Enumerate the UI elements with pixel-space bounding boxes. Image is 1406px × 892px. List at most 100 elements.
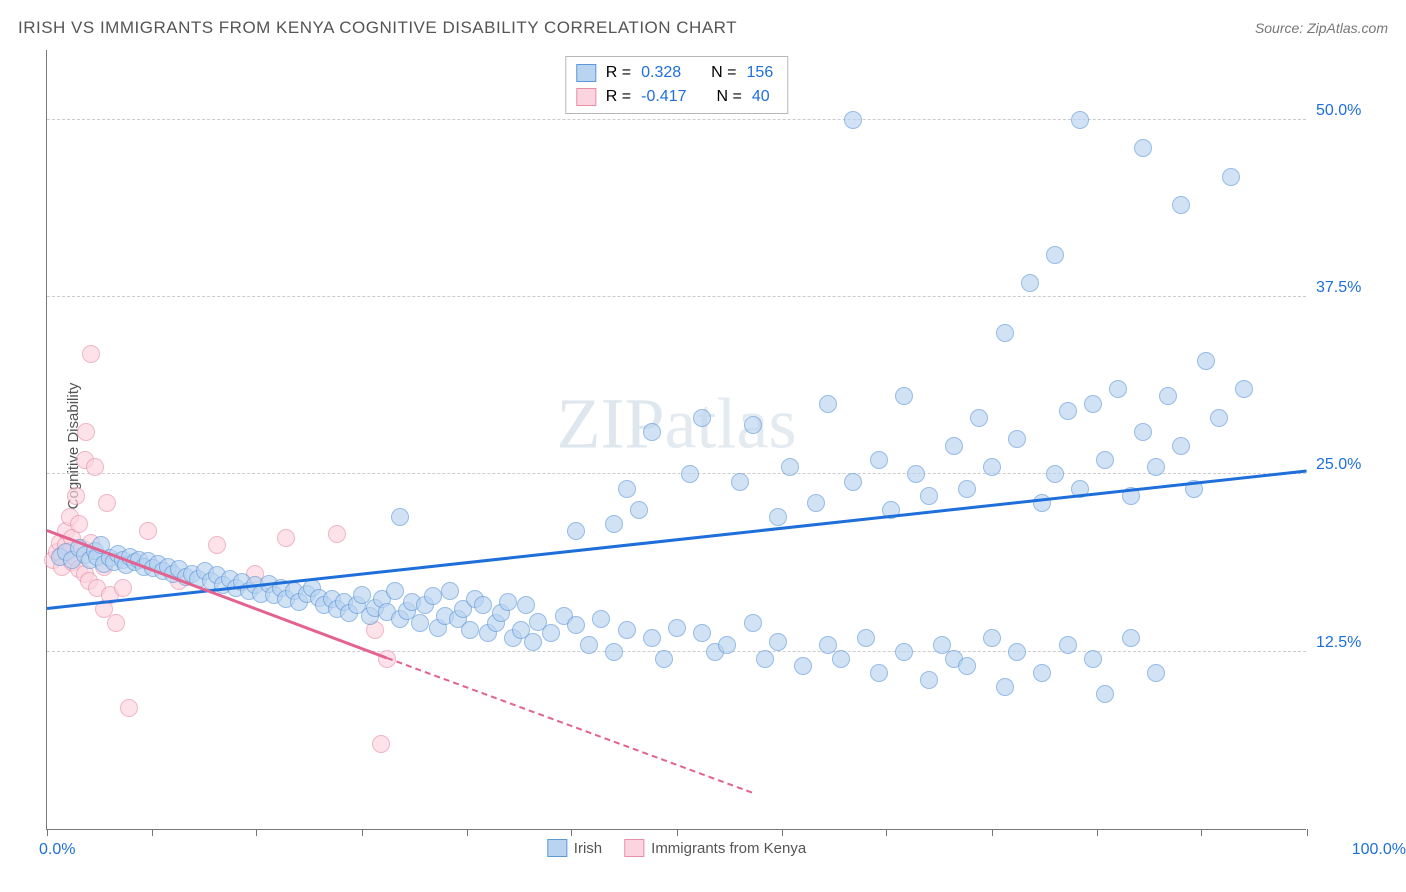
point-irish [693, 409, 711, 427]
legend-item-kenya: Immigrants from Kenya [624, 839, 806, 857]
source-credit: Source: ZipAtlas.com [1255, 20, 1388, 36]
swatch-pink [576, 88, 596, 106]
y-tick-label: 50.0% [1316, 102, 1396, 120]
x-tick [886, 829, 887, 836]
point-irish [1159, 387, 1177, 405]
point-irish [1172, 437, 1190, 455]
point-irish [693, 624, 711, 642]
point-kenya [139, 522, 157, 540]
point-irish [668, 619, 686, 637]
point-irish [517, 596, 535, 614]
point-kenya [107, 614, 125, 632]
gridline: 12.5% [47, 651, 1306, 652]
point-kenya [114, 579, 132, 597]
point-irish [618, 621, 636, 639]
point-irish [1059, 402, 1077, 420]
point-irish [970, 409, 988, 427]
x-tick [571, 829, 572, 836]
point-irish [630, 501, 648, 519]
gridline: 37.5% [47, 296, 1306, 297]
point-irish [731, 473, 749, 491]
swatch-pink [624, 839, 644, 857]
point-kenya [77, 423, 95, 441]
x-tick [47, 829, 48, 836]
point-irish [958, 480, 976, 498]
point-irish [1084, 650, 1102, 668]
point-irish [907, 465, 925, 483]
r-value-irish: 0.328 [641, 61, 681, 85]
point-irish [1147, 664, 1165, 682]
stats-row-irish: R = 0.328 N = 156 [576, 61, 773, 85]
point-irish [542, 624, 560, 642]
x-axis-min-label: 0.0% [39, 841, 75, 859]
correlation-stats-box: R = 0.328 N = 156 R = -0.417 N = 40 [565, 56, 788, 114]
point-irish [718, 636, 736, 654]
scatter-plot-area: ZIPatlas R = 0.328 N = 156 R = -0.417 N … [46, 50, 1306, 830]
point-irish [441, 582, 459, 600]
point-irish [499, 593, 517, 611]
point-irish [643, 629, 661, 647]
point-irish [832, 650, 850, 668]
point-kenya [86, 458, 104, 476]
point-irish [567, 616, 585, 634]
point-irish [794, 657, 812, 675]
point-irish [386, 582, 404, 600]
point-irish [643, 423, 661, 441]
point-irish [1134, 139, 1152, 157]
legend-item-irish: Irish [547, 839, 602, 857]
x-axis-max-label: 100.0% [1352, 841, 1406, 859]
point-irish [983, 458, 1001, 476]
point-irish [819, 395, 837, 413]
x-tick [152, 829, 153, 836]
point-irish [1021, 274, 1039, 292]
point-irish [1210, 409, 1228, 427]
point-irish [1008, 430, 1026, 448]
swatch-blue [547, 839, 567, 857]
x-tick [467, 829, 468, 836]
y-tick-label: 37.5% [1316, 279, 1396, 297]
point-irish [592, 610, 610, 628]
x-tick [1307, 829, 1308, 836]
point-irish [807, 494, 825, 512]
stats-row-kenya: R = -0.417 N = 40 [576, 85, 773, 109]
y-tick-label: 12.5% [1316, 634, 1396, 652]
point-irish [1109, 380, 1127, 398]
trendline-kenya-extrapolated [387, 657, 753, 794]
point-irish [958, 657, 976, 675]
x-tick [782, 829, 783, 836]
point-irish [781, 458, 799, 476]
x-tick [1097, 829, 1098, 836]
point-irish [1222, 168, 1240, 186]
point-irish [1059, 636, 1077, 654]
point-kenya [98, 494, 116, 512]
point-irish [1071, 111, 1089, 129]
point-irish [1033, 664, 1051, 682]
point-irish [844, 473, 862, 491]
point-irish [920, 671, 938, 689]
point-irish [681, 465, 699, 483]
point-irish [580, 636, 598, 654]
point-irish [1134, 423, 1152, 441]
point-irish [1096, 451, 1114, 469]
point-irish [1046, 465, 1064, 483]
x-tick [677, 829, 678, 836]
series-legend: Irish Immigrants from Kenya [547, 839, 806, 857]
point-irish [1096, 685, 1114, 703]
point-irish [411, 614, 429, 632]
point-irish [1197, 352, 1215, 370]
point-irish [744, 614, 762, 632]
point-irish [605, 515, 623, 533]
point-irish [1033, 494, 1051, 512]
point-kenya [82, 345, 100, 363]
point-irish [769, 508, 787, 526]
point-irish [1147, 458, 1165, 476]
point-irish [474, 596, 492, 614]
point-kenya [208, 536, 226, 554]
gridline: 25.0% [47, 473, 1306, 474]
point-irish [1046, 246, 1064, 264]
n-value-irish: 156 [747, 61, 774, 85]
point-irish [618, 480, 636, 498]
point-irish [983, 629, 1001, 647]
gridline: 50.0% [47, 119, 1306, 120]
point-irish [870, 451, 888, 469]
